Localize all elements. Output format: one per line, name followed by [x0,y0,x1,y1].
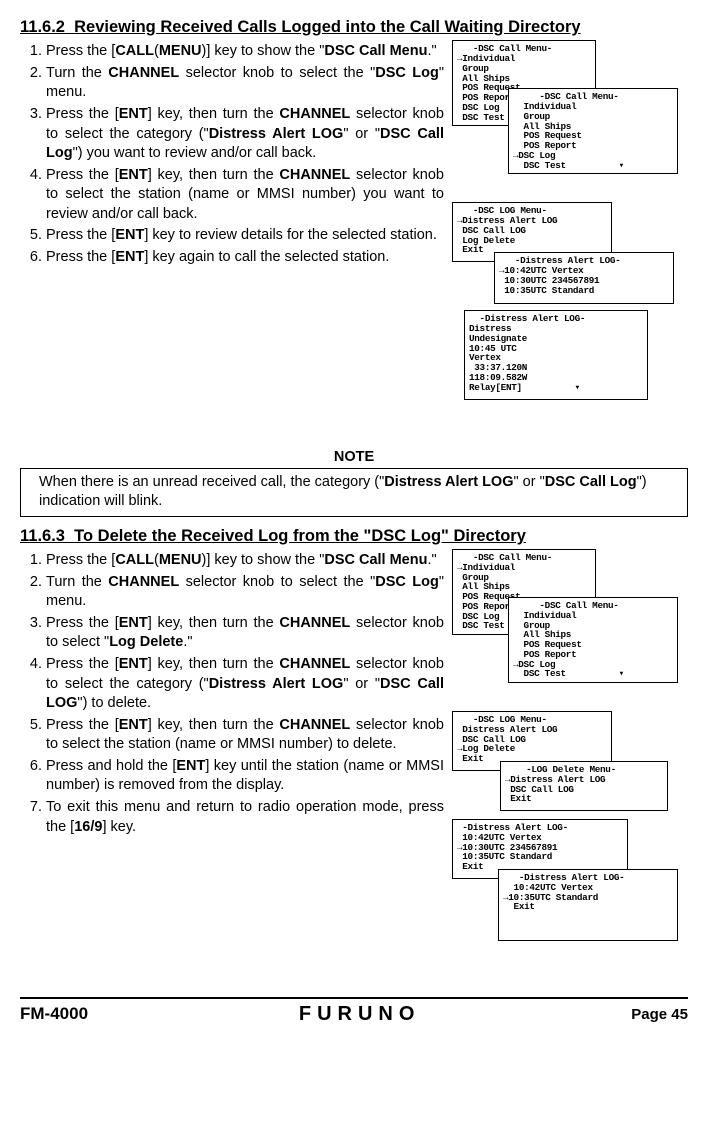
lcd-screen: -DSC Call Menu- Individual Group All Shi… [508,597,678,683]
step-item: Press the [ENT] key, then turn the CHANN… [46,716,444,755]
step-item: Press and hold the [ENT] key until the s… [46,757,444,796]
section-title-1: 11.6.2 Reviewing Received Calls Logged i… [20,16,688,38]
step-item: Press the [ENT] key, then turn the CHANN… [46,655,444,714]
section2-steps: Press the [CALL(MENU)] key to show the "… [20,549,444,843]
step-item: Press the [ENT] key to review details fo… [46,226,444,246]
section2-screens-a: -DSC Call Menu- →Individual Group All Sh… [452,549,688,705]
section-title-2: 11.6.3 To Delete the Received Log from t… [20,525,688,547]
section1-screens-a: -DSC Call Menu- →Individual Group All Sh… [452,40,688,196]
lcd-screen: -Distress Alert LOG- Distress Undesignat… [464,310,648,400]
step-item: Press the [ENT] key, then turn the CHANN… [46,166,444,225]
page-footer: FM-4000 FURUNO Page 45 [20,997,688,1028]
step-item: Press the [ENT] key, then turn the CHANN… [46,614,444,653]
section1-screens-b: -DSC LOG Menu- →Distress Alert LOG DSC C… [452,202,688,440]
note-title: NOTE [20,448,688,468]
step-item: To exit this menu and return to radio op… [46,798,444,837]
note-box: When there is an unread received call, t… [20,468,688,517]
step-item: Press the [CALL(MENU)] key to show the "… [46,551,444,571]
lcd-screen: -LOG Delete Menu- →Distress Alert LOG DS… [500,761,668,811]
step-item: Press the [ENT] key again to call the se… [46,248,444,268]
step-item: Turn the CHANNEL selector knob to select… [46,573,444,612]
footer-brand: FURUNO [299,1001,421,1028]
step-item: Press the [ENT] key, then turn the CHANN… [46,105,444,164]
footer-page: Page 45 [631,1005,688,1025]
footer-model: FM-4000 [20,1003,88,1026]
step-item: Press the [CALL(MENU)] key to show the "… [46,42,444,62]
lcd-screen: -Distress Alert LOG- →10:42UTC Vertex 10… [494,252,674,304]
section1-steps: Press the [CALL(MENU)] key to show the "… [20,40,444,273]
lcd-screen: -DSC Call Menu- Individual Group All Shi… [508,88,678,174]
lcd-screen: -Distress Alert LOG- 10:42UTC Vertex →10… [498,869,678,941]
section2-screens-b: -DSC LOG Menu- Distress Alert LOG DSC Ca… [452,711,688,971]
step-item: Turn the CHANNEL selector knob to select… [46,64,444,103]
